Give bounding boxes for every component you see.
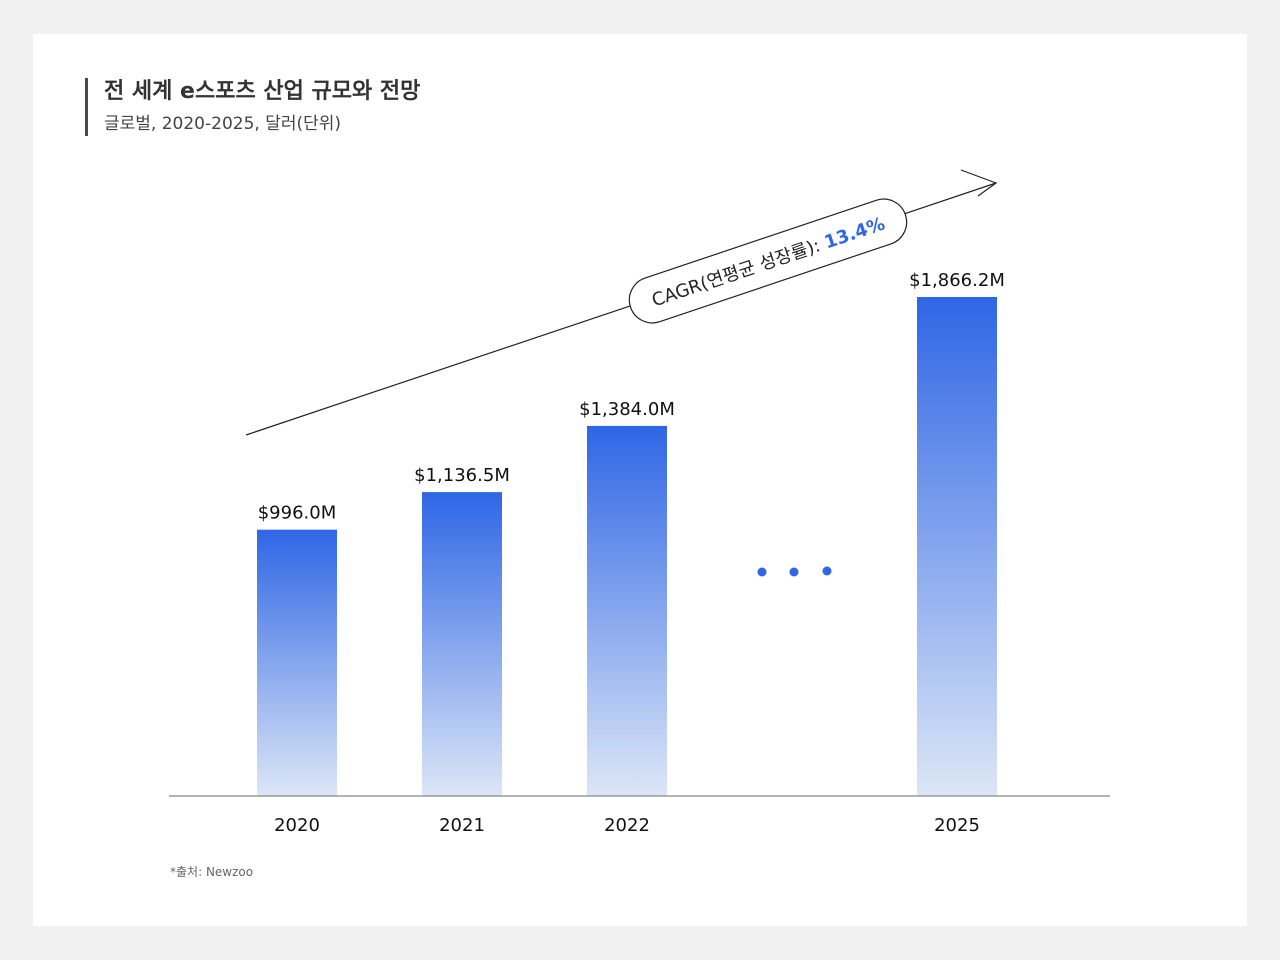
gap-marker [757, 566, 832, 577]
x-tick-label: 2020 [274, 815, 320, 836]
value-label: $1,384.0M [579, 399, 675, 420]
bar-2025 [917, 297, 997, 796]
source-note: *출처: Newzoo [170, 865, 254, 879]
chart-subtitle: 글로벌, 2020-2025, 달러(단위) [104, 114, 342, 134]
value-label: $1,866.2M [909, 270, 1005, 291]
x-tick-label: 2025 [934, 815, 980, 836]
gap-dot [757, 567, 767, 577]
cagr-text: CAGR(연평균 성장률): 13.4% [649, 213, 887, 311]
cagr-annotation: CAGR(연평균 성장률): 13.4% [628, 198, 908, 324]
bar-2022 [587, 425, 667, 796]
gap-dot [789, 567, 799, 577]
bar-2020 [257, 529, 337, 796]
chart-card: 전 세계 e스포츠 산업 규모와 전망 글로벌, 2020-2025, 달러(단… [33, 34, 1247, 926]
chart-title: 전 세계 e스포츠 산업 규모와 전망 [104, 79, 421, 104]
x-tick-label: 2022 [604, 815, 650, 836]
value-label: $996.0M [258, 503, 337, 524]
x-tick-label: 2021 [439, 815, 485, 836]
bar-chart: CAGR(연평균 성장률): 13.4% $996.0M 2020 $1,136.5… [169, 169, 1110, 836]
bar-2021 [422, 492, 502, 796]
title-block: 전 세계 e스포츠 산업 규모와 전망 글로벌, 2020-2025, 달러(단… [85, 78, 420, 136]
trend-arrowhead [960, 169, 998, 197]
bar-group: $996.0M 2020 $1,136.5M 2021 $1,384.0M 2022 $1,… [257, 270, 1005, 836]
value-label: $1,136.5M [414, 465, 510, 486]
cagr-pill [628, 198, 908, 324]
gap-dot [822, 566, 832, 576]
